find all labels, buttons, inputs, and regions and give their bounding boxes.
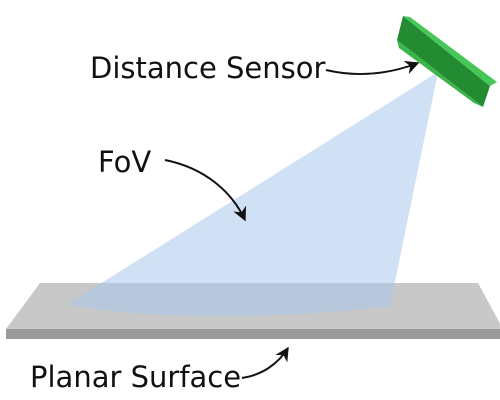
distance-sensor — [397, 16, 497, 107]
fov-label: FoV — [98, 145, 151, 179]
fov-arrow — [164, 159, 247, 222]
sensor-top — [403, 16, 497, 86]
planar-surface-label: Planar Surface — [30, 360, 241, 394]
planar-surface-front — [6, 329, 500, 339]
planar-surface-arrow — [241, 346, 289, 379]
sensor-side — [397, 16, 490, 107]
fov-cone — [68, 72, 438, 317]
distance-sensor-label: Distance Sensor — [90, 51, 326, 85]
distance-sensor-arrow — [325, 60, 420, 75]
sensor-face — [397, 40, 483, 107]
